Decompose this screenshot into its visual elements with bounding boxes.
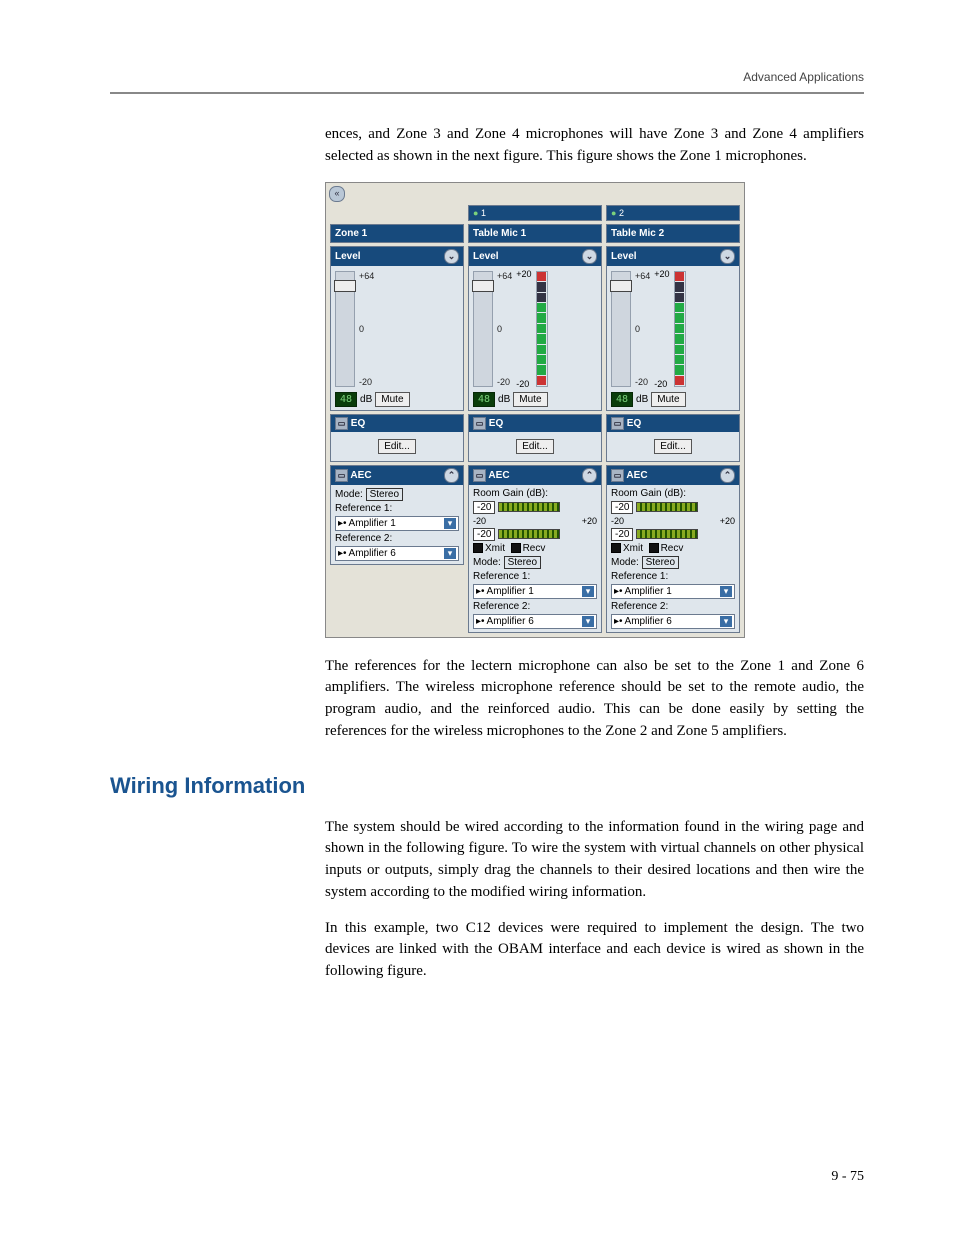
aec-ref1-label: Reference 1: [473, 571, 597, 582]
aec-gain-meter [498, 502, 560, 512]
page-number: 9 - 75 [831, 1169, 864, 1185]
level-slider[interactable] [611, 271, 631, 387]
level-scale: +640-20 [359, 269, 374, 389]
aec-gain-value: -20 [611, 528, 633, 541]
aec-ref1-label: Reference 1: [611, 571, 735, 582]
aec-ref2-select[interactable]: ▸•Amplifier 6▾ [473, 614, 597, 629]
body-paragraph: The references for the lectern microphon… [325, 656, 864, 743]
aec-panel: ▭ AEC ⌃ Room Gain (dB): -20 -20+20 -20 X… [606, 465, 740, 633]
aec-mode-value[interactable]: Stereo [366, 488, 403, 501]
header-rule [110, 92, 864, 94]
eq-edit-button[interactable]: Edit... [378, 439, 416, 454]
level-panel: Level ⌄ +640-20 +20-20 48 dB Mute [468, 246, 602, 411]
chevron-down-icon[interactable]: ⌄ [720, 249, 735, 264]
page-header: Advanced Applications [110, 70, 864, 84]
aec-ref2-label: Reference 2: [473, 601, 597, 612]
aec-panel: ▭ AEC ⌃ Mode: Stereo Reference 1: ▸•Ampl… [330, 465, 464, 565]
aec-ref1-select[interactable]: ▸•Amplifier 1▾ [473, 584, 597, 599]
channel-title: Table Mic 1 [468, 224, 602, 243]
eq-label: EQ [489, 418, 503, 429]
aec-ref2-label: Reference 2: [611, 601, 735, 612]
aec-ref1-select[interactable]: ▸•Amplifier 1▾ [335, 516, 459, 531]
channel-strip-label: ● 1 [468, 205, 602, 221]
aec-panel: ▭ AEC ⌃ Room Gain (dB): -20 -20+20 -20 X… [468, 465, 602, 633]
level-slider[interactable] [335, 271, 355, 387]
channel-title: Zone 1 [330, 224, 464, 243]
level-label: Level [473, 251, 499, 262]
aec-label: AEC [488, 470, 509, 481]
aec-room-gain-label: Room Gain (dB): [473, 488, 597, 499]
body-paragraph: The system should be wired according to … [325, 817, 864, 904]
section-heading-wiring: Wiring Information [110, 773, 864, 799]
eq-toggle-icon[interactable]: ▭ [335, 417, 348, 430]
aec-xmit-label: Xmit [623, 543, 643, 554]
level-db-value: 48 [335, 392, 357, 407]
db-unit: dB [636, 394, 648, 405]
db-unit: dB [360, 394, 372, 405]
chevron-up-icon[interactable]: ⌃ [582, 468, 597, 483]
level-slider[interactable] [473, 271, 493, 387]
aec-label: AEC [626, 470, 647, 481]
aec-gain-meter [636, 502, 698, 512]
eq-toggle-icon[interactable]: ▭ [611, 417, 624, 430]
level-label: Level [335, 251, 361, 262]
eq-toggle-icon[interactable]: ▭ [473, 417, 486, 430]
aec-label: AEC [350, 470, 371, 481]
body-paragraph: ences, and Zone 3 and Zone 4 microphones… [325, 124, 864, 168]
level-scale: +640-20 [497, 269, 512, 389]
meter-scale: +20-20 [516, 269, 531, 389]
aec-ref2-select[interactable]: ▸•Amplifier 6▾ [611, 614, 735, 629]
body-paragraph: In this example, two C12 devices were re… [325, 918, 864, 983]
aec-ref1-select[interactable]: ▸•Amplifier 1▾ [611, 584, 735, 599]
eq-panel: ▭ EQ Edit... [468, 414, 602, 462]
chevron-down-icon[interactable]: ⌄ [582, 249, 597, 264]
aec-xmit-label: Xmit [485, 543, 505, 554]
aec-room-gain-label: Room Gain (dB): [611, 488, 735, 499]
mute-button[interactable]: Mute [513, 392, 547, 407]
level-scale: +640-20 [635, 269, 650, 389]
mute-button[interactable]: Mute [375, 392, 409, 407]
eq-label: EQ [627, 418, 641, 429]
chevron-down-icon[interactable]: ⌄ [444, 249, 459, 264]
level-db-value: 48 [611, 392, 633, 407]
aec-mode-value[interactable]: Stereo [642, 556, 679, 569]
channel-title: Table Mic 2 [606, 224, 740, 243]
eq-edit-button[interactable]: Edit... [516, 439, 554, 454]
aec-ref2-label: Reference 2: [335, 533, 459, 544]
eq-edit-button[interactable]: Edit... [654, 439, 692, 454]
level-panel: Level ⌄ +640-20 48 dB Mute [330, 246, 464, 411]
aec-toggle-icon[interactable]: ▭ [611, 469, 624, 482]
eq-panel: ▭ EQ Edit... [330, 414, 464, 462]
level-label: Level [611, 251, 637, 262]
aec-recv-label: Recv [523, 543, 546, 554]
aec-mode-label: Mode: [611, 557, 639, 568]
aec-gain-value: -20 [473, 528, 495, 541]
aec-gain-value: -20 [611, 501, 633, 514]
figure-screenshot: « Zone 1 Level ⌄ +640-20 48 dB Mute ▭ EQ… [325, 182, 745, 638]
aec-mode-label: Mode: [335, 489, 363, 500]
level-db-value: 48 [473, 392, 495, 407]
meter-scale: +20-20 [654, 269, 669, 389]
collapse-icon[interactable]: « [329, 186, 345, 202]
chevron-up-icon[interactable]: ⌃ [444, 468, 459, 483]
level-meter [536, 271, 548, 387]
eq-panel: ▭ EQ Edit... [606, 414, 740, 462]
aec-gain-meter [498, 529, 560, 539]
level-meter [674, 271, 686, 387]
eq-label: EQ [351, 418, 365, 429]
aec-gain-meter [636, 529, 698, 539]
chevron-up-icon[interactable]: ⌃ [720, 468, 735, 483]
aec-mode-label: Mode: [473, 557, 501, 568]
aec-toggle-icon[interactable]: ▭ [473, 469, 486, 482]
aec-gain-value: -20 [473, 501, 495, 514]
aec-mode-value[interactable]: Stereo [504, 556, 541, 569]
channel-strip-label: ● 2 [606, 205, 740, 221]
aec-recv-label: Recv [661, 543, 684, 554]
aec-ref1-label: Reference 1: [335, 503, 459, 514]
mute-button[interactable]: Mute [651, 392, 685, 407]
aec-toggle-icon[interactable]: ▭ [335, 469, 348, 482]
db-unit: dB [498, 394, 510, 405]
level-panel: Level ⌄ +640-20 +20-20 48 dB Mute [606, 246, 740, 411]
aec-ref2-select[interactable]: ▸•Amplifier 6▾ [335, 546, 459, 561]
